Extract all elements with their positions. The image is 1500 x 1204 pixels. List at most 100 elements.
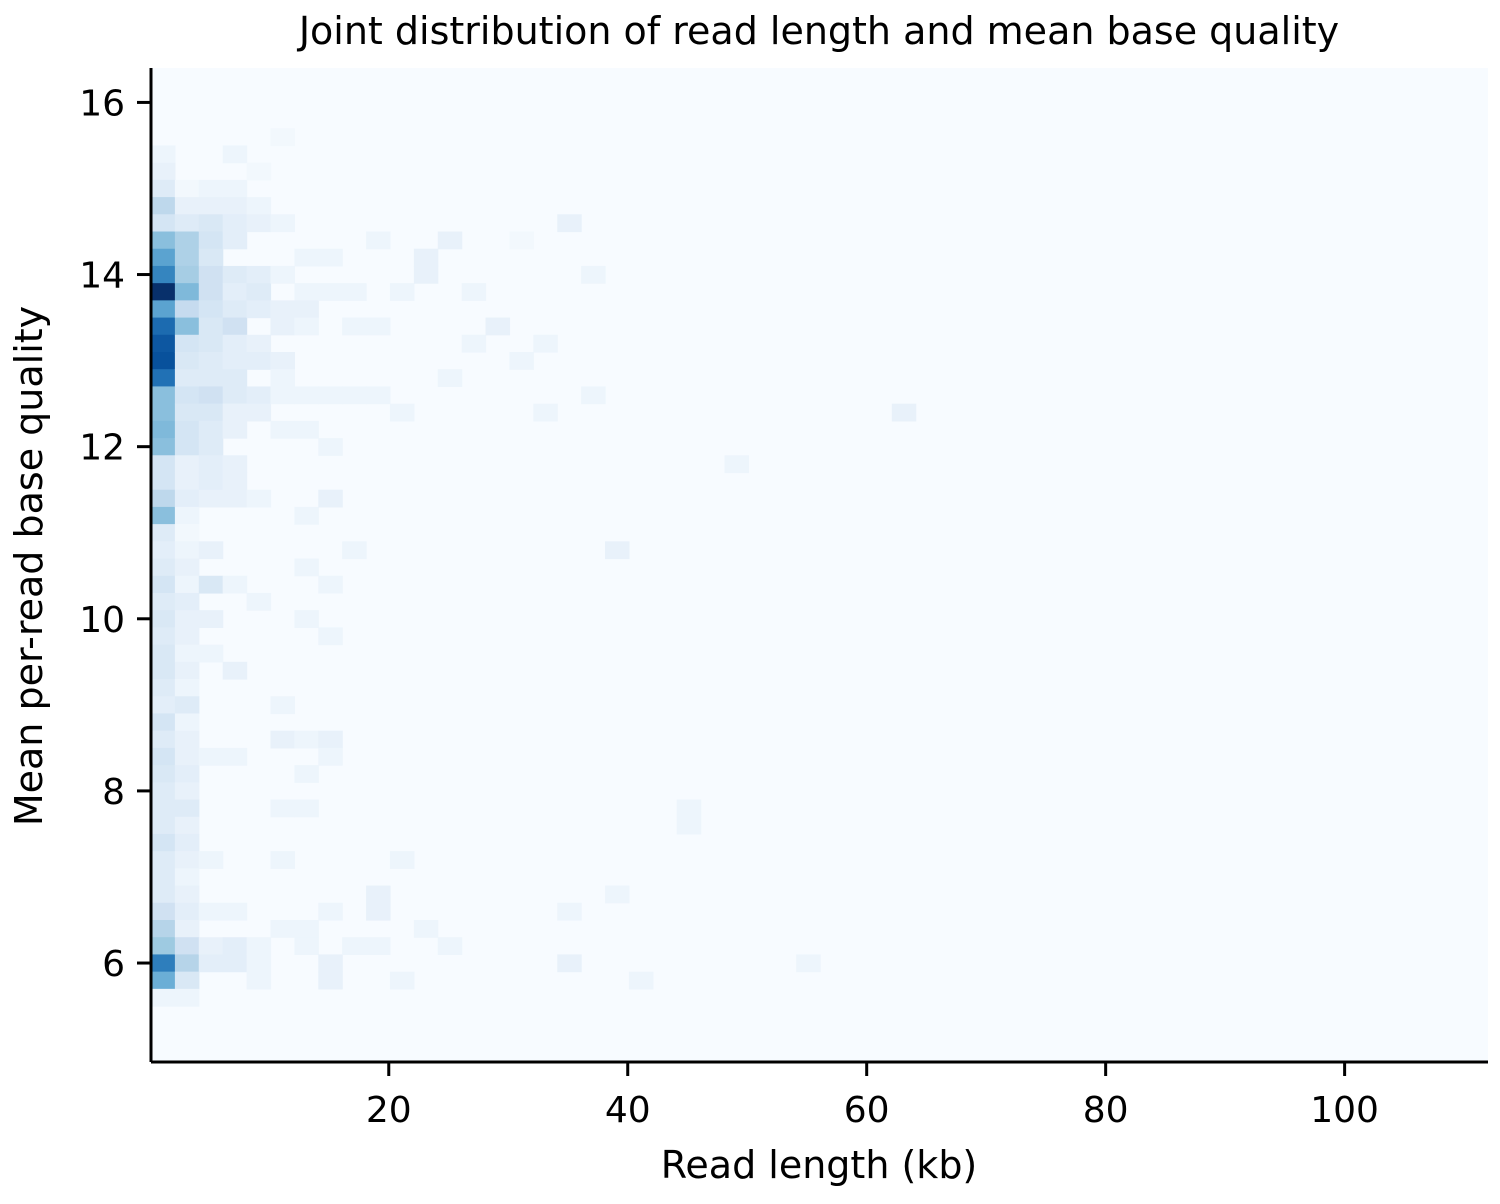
heatmap-cell [151, 713, 176, 732]
heatmap-cell [151, 868, 176, 887]
heatmap-cell [174, 747, 200, 766]
heatmap-cell [222, 386, 248, 405]
heatmap-cell [174, 627, 200, 646]
heatmap-cell [198, 455, 224, 474]
heatmap-cell [151, 833, 176, 852]
heatmap-cell [270, 799, 295, 818]
heatmap-cell [151, 954, 176, 973]
heatmap-cell [174, 283, 200, 301]
heatmap-cell [198, 954, 224, 973]
heatmap-cell [533, 403, 558, 422]
heatmap-cell [174, 541, 200, 560]
heatmap-cell [174, 730, 200, 749]
heatmap-cell [318, 386, 343, 405]
heatmap-cell [174, 489, 200, 508]
heatmap-cell [294, 610, 319, 628]
heatmap-cells [151, 128, 917, 1007]
y-tick-label: 10 [79, 600, 125, 641]
heatmap-cell [318, 627, 343, 646]
heatmap-cell [174, 816, 200, 835]
heatmap-cell [151, 231, 176, 250]
heatmap-cell [366, 386, 391, 405]
heatmap-cell [222, 300, 248, 319]
x-tick-label: 80 [1083, 1090, 1129, 1131]
heatmap-cell [198, 937, 224, 956]
heatmap-cell [342, 317, 367, 336]
heatmap-cell [461, 283, 487, 301]
heatmap-cell [174, 765, 200, 783]
heatmap-cell [366, 902, 391, 921]
heatmap-cell [461, 334, 487, 353]
heatmap-cell [437, 231, 463, 250]
heatmap-cell [294, 248, 319, 267]
heatmap-cell [151, 506, 176, 525]
heatmap-cell [270, 696, 295, 715]
heatmap-cell [270, 214, 295, 233]
heatmap-cell [198, 231, 224, 250]
y-tick-label: 16 [79, 83, 125, 124]
heatmap-cell [891, 403, 917, 422]
heatmap-cell [151, 162, 176, 181]
heatmap-cell [151, 696, 176, 715]
heatmap-cell [557, 214, 582, 233]
heatmap-cell [294, 317, 319, 336]
heatmap-cell [676, 799, 702, 818]
heatmap-cell [557, 954, 582, 973]
heatmap-cell [151, 799, 176, 818]
heatmap-cell [605, 541, 630, 560]
heatmap-cell [151, 971, 176, 990]
heatmap-cell [151, 524, 176, 542]
heatmap-cell [174, 352, 200, 370]
heatmap-cell [581, 386, 606, 405]
heatmap-cell [294, 937, 319, 956]
y-tick-label: 12 [79, 428, 125, 469]
heatmap-cell [605, 885, 630, 904]
heatmap-cell [222, 352, 248, 370]
heatmap-cell [222, 937, 248, 956]
heatmap-cell [270, 369, 295, 388]
heatmap-cell [151, 765, 176, 783]
x-tick-label: 60 [844, 1090, 890, 1131]
heatmap-cell [198, 214, 224, 233]
heatmap-cell [174, 420, 200, 439]
heatmap-cell [174, 610, 200, 628]
heatmap-cell [270, 730, 295, 749]
heatmap-cell [413, 265, 439, 284]
heatmap-cell [270, 128, 295, 147]
heatmap-cell [151, 145, 176, 164]
heatmap-cell [151, 248, 176, 267]
heatmap-cell [151, 438, 176, 456]
heatmap-cell [389, 403, 415, 422]
plot-area [151, 68, 1488, 1062]
heatmap-cell [389, 283, 415, 301]
heatmap-cell [151, 334, 176, 353]
heatmap-cell [222, 265, 248, 284]
heatmap-cell [174, 661, 200, 680]
heatmap-cell [294, 300, 319, 319]
heatmap-cell [366, 317, 391, 336]
y-tick-label: 8 [102, 772, 125, 813]
heatmap-cell [246, 971, 272, 990]
heatmap-cell [318, 575, 343, 594]
x-axis-label: Read length (kb) [661, 1143, 978, 1187]
heatmap-cell [222, 403, 248, 422]
heatmap-cell [174, 902, 200, 921]
heatmap-cell [342, 541, 367, 560]
heatmap-cell [294, 386, 319, 405]
heatmap-cell [174, 506, 200, 525]
heatmap-cell [246, 214, 272, 233]
heatmap-cell [198, 420, 224, 439]
heatmap-cell [174, 369, 200, 388]
heatmap-cell [174, 524, 200, 542]
heatmap-cell [151, 197, 176, 215]
heatmap-cell [246, 386, 272, 405]
heatmap-cell [246, 162, 272, 181]
heatmap-cell [222, 455, 248, 474]
heatmap-cell [151, 747, 176, 766]
heatmap-cell [342, 386, 367, 405]
heatmap-cell [294, 920, 319, 938]
heatmap-cell [151, 489, 176, 508]
heatmap-cell [151, 541, 176, 560]
heatmap-cell [366, 231, 391, 250]
heatmap-cell [198, 541, 224, 560]
